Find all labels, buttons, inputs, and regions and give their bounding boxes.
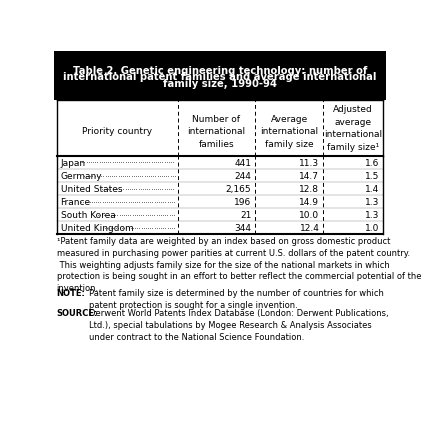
- Text: 1.0: 1.0: [365, 224, 379, 233]
- Text: United Kingdom: United Kingdom: [60, 224, 133, 233]
- Text: United States: United States: [60, 185, 122, 194]
- Text: 441: 441: [234, 158, 251, 168]
- Text: 1.4: 1.4: [365, 185, 379, 194]
- Text: 2,165: 2,165: [226, 185, 251, 194]
- Text: 14.9: 14.9: [299, 198, 320, 207]
- Text: 10.0: 10.0: [299, 211, 320, 220]
- Text: 1.5: 1.5: [365, 172, 379, 181]
- Text: Derwent World Patents Index Database (London: Derwent Publications,
Ltd.), speci: Derwent World Patents Index Database (Lo…: [89, 309, 389, 341]
- Text: 1.3: 1.3: [365, 198, 379, 207]
- Text: 12.8: 12.8: [299, 185, 320, 194]
- Text: Average
international
family size: Average international family size: [260, 114, 318, 148]
- Bar: [57, 157, 383, 235]
- Text: Germany: Germany: [60, 172, 102, 181]
- Text: France: France: [60, 198, 91, 207]
- Bar: [54, 52, 386, 101]
- Text: 196: 196: [234, 198, 251, 207]
- Text: 11.3: 11.3: [299, 158, 320, 168]
- Text: 12.4: 12.4: [299, 224, 320, 233]
- Text: NOTE:: NOTE:: [57, 289, 86, 298]
- Text: South Korea: South Korea: [60, 211, 115, 220]
- Text: Number of
international
families: Number of international families: [187, 114, 245, 148]
- Text: SOURCE:: SOURCE:: [57, 309, 98, 318]
- Text: Japan: Japan: [60, 158, 86, 168]
- Text: Adjusted
average
international
family size¹: Adjusted average international family si…: [324, 105, 382, 151]
- Bar: [57, 101, 383, 157]
- Text: Priority country: Priority country: [82, 127, 152, 136]
- Text: family size, 1990-94: family size, 1990-94: [163, 79, 277, 89]
- Text: Patent family size is determined by the number of countries for which
patent pro: Patent family size is determined by the …: [89, 289, 384, 309]
- Text: 344: 344: [234, 224, 251, 233]
- Text: international patent families and average international: international patent families and averag…: [63, 72, 377, 82]
- Text: 21: 21: [240, 211, 251, 220]
- Text: 1.3: 1.3: [365, 211, 379, 220]
- Text: 244: 244: [234, 172, 251, 181]
- Text: 14.7: 14.7: [299, 172, 320, 181]
- Text: 1.6: 1.6: [365, 158, 379, 168]
- Text: ¹Patent family data are weighted by an index based on gross domestic product
mea: ¹Patent family data are weighted by an i…: [57, 237, 421, 293]
- Text: Table 2. Genetic engineering technology: number of: Table 2. Genetic engineering technology:…: [73, 66, 367, 76]
